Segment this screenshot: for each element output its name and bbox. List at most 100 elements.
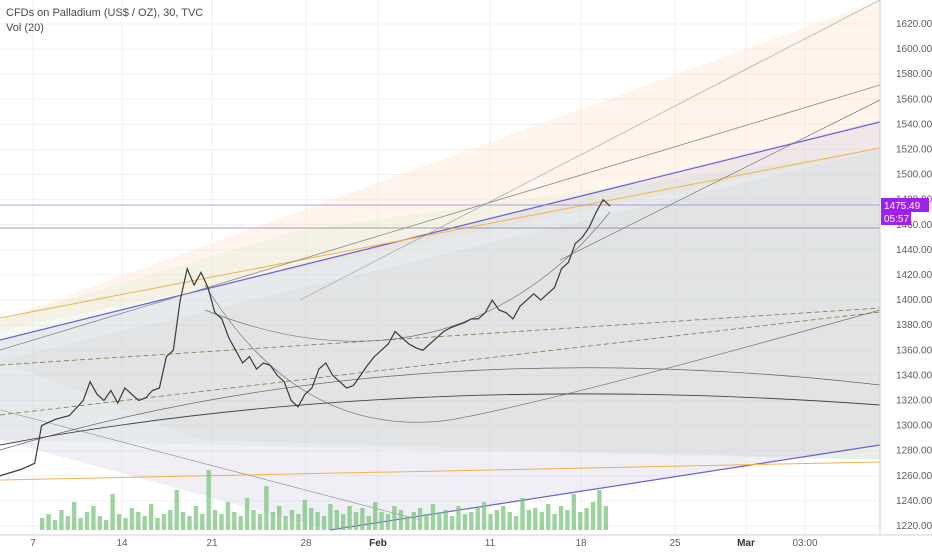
volume-bar xyxy=(264,486,269,530)
arc-dome-dark[interactable] xyxy=(0,393,881,446)
volume-bar xyxy=(526,510,532,530)
volume-bar xyxy=(174,490,179,530)
volume-bar xyxy=(411,512,416,530)
volume-bar xyxy=(168,510,173,530)
volume-bar xyxy=(59,510,64,530)
volume-bar xyxy=(353,512,359,530)
fan-region-green xyxy=(0,150,880,460)
volume-bar xyxy=(578,512,583,530)
price-tick-label: 1380.00 xyxy=(896,320,932,331)
volume-bar xyxy=(334,510,339,530)
volume-bar xyxy=(373,502,378,530)
time-tick-label: 11 xyxy=(485,538,496,549)
volume-bar xyxy=(129,508,135,530)
volume-bar xyxy=(289,510,295,530)
volume-bar xyxy=(97,516,102,530)
countdown-label: 05:57 xyxy=(884,214,909,225)
arc-cup-outer[interactable] xyxy=(204,284,881,423)
volume-bar xyxy=(546,504,551,530)
volume-bar xyxy=(565,510,570,530)
volume-bar xyxy=(366,516,371,530)
volume-bar xyxy=(84,512,90,530)
volume-bar xyxy=(533,508,538,530)
volume-bar xyxy=(430,504,436,530)
fan-region-purple xyxy=(0,120,880,530)
volume-bar xyxy=(513,516,519,530)
arc-right-rising[interactable] xyxy=(559,99,881,261)
fan-region-orange xyxy=(0,0,880,330)
price-axis[interactable]: 1620.00 1600.00 1580.00 1560.00 1540.00 1520.… xyxy=(896,19,932,532)
volume-bar xyxy=(385,514,391,530)
symbol-title[interactable]: CFDs on Palladium (US$ / OZ), 30, TVC xyxy=(6,7,204,19)
volume-bar xyxy=(244,498,250,530)
arc-dome[interactable] xyxy=(0,367,881,451)
price-tick-label: 1400.00 xyxy=(896,295,932,306)
fan-region-grey xyxy=(0,150,880,460)
price-tick-label: 1340.00 xyxy=(896,370,932,381)
volume-bar xyxy=(110,494,115,530)
volume-bar xyxy=(72,502,77,530)
volume-bar xyxy=(520,498,525,530)
volume-bar xyxy=(360,508,365,530)
price-tick-label: 1620.00 xyxy=(896,19,932,30)
volume-bar xyxy=(46,514,51,530)
price-series[interactable] xyxy=(0,198,611,477)
volume-bar xyxy=(155,518,160,530)
volume-bar xyxy=(321,516,327,530)
volume-bar xyxy=(187,516,192,530)
volume-bar xyxy=(424,514,429,530)
time-axis[interactable]: 7 14 21 28 Feb 11 18 25 Mar 03:00 xyxy=(30,538,818,549)
trendline-grey-steepest[interactable] xyxy=(299,0,881,301)
volume-bar xyxy=(180,512,186,530)
price-line[interactable] xyxy=(0,198,611,477)
volume-bar xyxy=(104,520,109,530)
volume-bar xyxy=(302,500,307,530)
price-tick-label: 1440.00 xyxy=(896,245,932,256)
price-tick-label: 1500.00 xyxy=(896,170,932,181)
indicator-label[interactable]: Vol (20) xyxy=(6,22,44,34)
volume-bar xyxy=(590,502,596,530)
volume-bar xyxy=(206,470,211,530)
volume-bar xyxy=(136,512,141,530)
trendline-purple-upper[interactable] xyxy=(0,121,881,341)
volume-bar xyxy=(417,508,423,530)
volume-bar xyxy=(148,504,154,530)
price-tick-label: 1420.00 xyxy=(896,270,932,281)
volume-bar xyxy=(161,514,167,530)
volume-bar xyxy=(488,514,493,530)
last-price-tag: 1475.49 xyxy=(881,198,929,212)
time-tick-label: 18 xyxy=(575,538,587,549)
dashed-line-lower[interactable] xyxy=(0,311,881,416)
volume-bar xyxy=(315,512,320,530)
volume-bar xyxy=(40,518,45,530)
price-tick-label: 1280.00 xyxy=(896,446,932,457)
volume-bar xyxy=(462,514,468,530)
drawing-overlays[interactable] xyxy=(0,0,881,531)
volume-bar xyxy=(475,508,480,530)
volume-bar xyxy=(443,510,448,530)
volume-bar xyxy=(328,504,333,530)
price-tick-label: 1220.00 xyxy=(896,521,932,532)
volume-bar xyxy=(296,514,301,530)
trendline-orange-upper[interactable] xyxy=(0,147,881,319)
chart-header: CFDs on Palladium (US$ / OZ), 30, TVC Vo… xyxy=(6,6,203,36)
price-tick-label: 1460.00 xyxy=(896,220,932,231)
volume-bar xyxy=(257,514,263,530)
volume-bar xyxy=(212,510,218,530)
time-tick-label: 7 xyxy=(30,538,36,549)
price-tick-label: 1580.00 xyxy=(896,69,932,80)
volume-bar xyxy=(469,512,474,530)
volume-bar xyxy=(232,512,237,530)
trendline-orange-lower[interactable] xyxy=(0,461,881,481)
trendline-diagonal-down[interactable] xyxy=(0,409,421,521)
arc-cup-inner[interactable] xyxy=(204,211,611,342)
trendline-grey-steep[interactable] xyxy=(0,84,881,351)
volume-bar xyxy=(501,506,506,530)
dashed-line-mid[interactable] xyxy=(0,307,881,366)
volume-bar xyxy=(123,518,128,530)
volume-bar xyxy=(571,494,576,530)
volume-bar xyxy=(552,514,557,530)
volume-bar xyxy=(603,506,608,530)
